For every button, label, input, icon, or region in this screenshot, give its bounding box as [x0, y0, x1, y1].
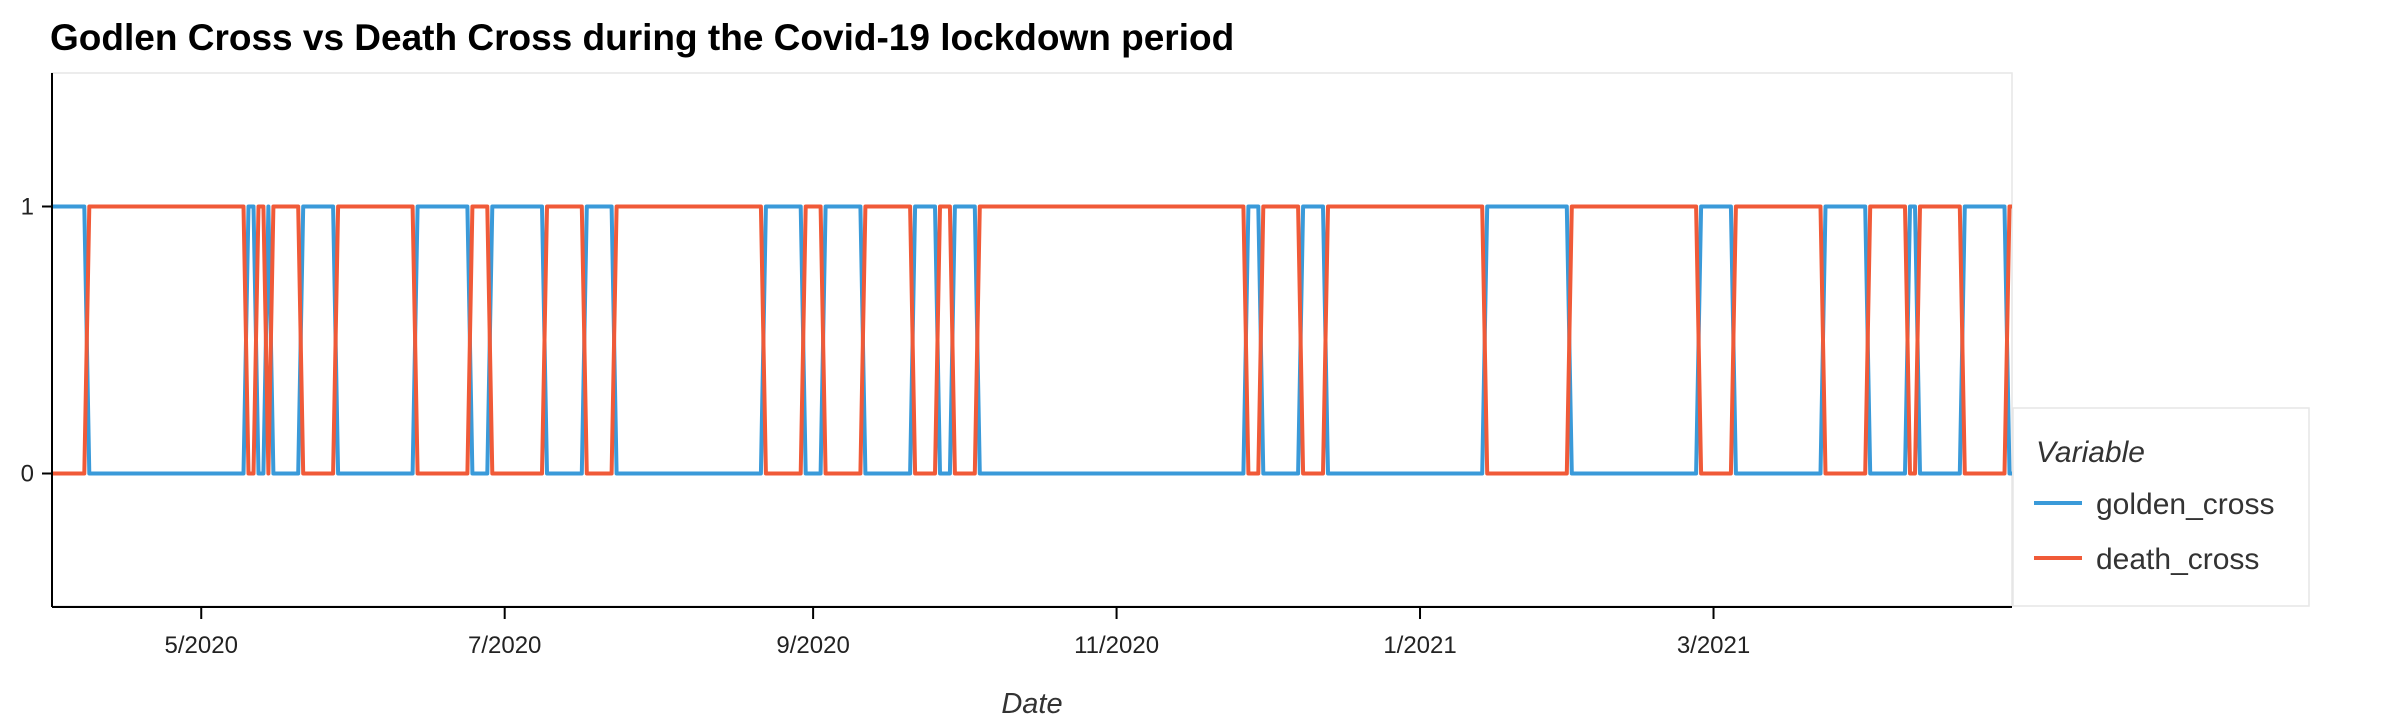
- legend-label-death-cross[interactable]: death_cross: [2096, 543, 2259, 576]
- x-ticks: 5/2020 7/2020 9/2020 11/2020 1/2021 3/2021: [165, 607, 1750, 659]
- x-tick-label: 7/2020: [468, 632, 541, 659]
- legend[interactable]: Variable golden_cross death_cross: [2012, 407, 2310, 607]
- y-tick-label: 0: [21, 461, 34, 488]
- legend-title: Variable: [2036, 436, 2145, 469]
- x-tick-label: 9/2020: [776, 632, 849, 659]
- legend-label-golden-cross[interactable]: golden_cross: [2096, 488, 2274, 521]
- legend-box: [2012, 407, 2310, 607]
- series-line-death-cross: [52, 204, 2012, 476]
- plot-area: [51, 72, 2013, 607]
- series-layer: [52, 204, 2012, 476]
- x-tick-label: 3/2021: [1677, 632, 1750, 659]
- chart-title: Godlen Cross vs Death Cross during the C…: [50, 17, 1234, 58]
- y-ticks: 01: [21, 194, 52, 488]
- x-tick-label: 5/2020: [165, 632, 238, 659]
- y-tick-label: 1: [21, 194, 34, 221]
- x-tick-label: 1/2021: [1383, 632, 1456, 659]
- x-axis-label: Date: [1001, 688, 1062, 720]
- x-tick-label: 11/2020: [1074, 632, 1159, 659]
